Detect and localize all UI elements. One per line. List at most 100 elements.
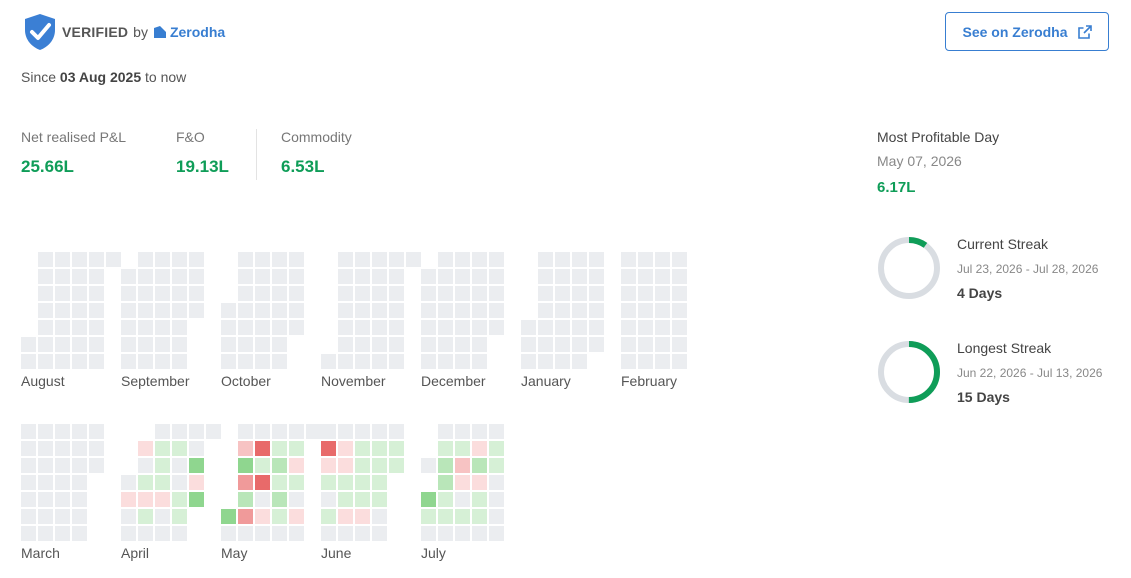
day-cell[interactable] (538, 337, 553, 352)
day-cell[interactable] (238, 337, 253, 352)
day-cell[interactable] (389, 441, 404, 456)
day-cell[interactable] (438, 337, 453, 352)
day-cell[interactable] (489, 492, 504, 507)
day-cell[interactable] (438, 286, 453, 301)
day-cell[interactable] (72, 492, 87, 507)
day-cell[interactable] (589, 269, 604, 284)
day-cell[interactable] (55, 320, 70, 335)
day-cell[interactable] (355, 475, 370, 490)
day-cell[interactable] (455, 424, 470, 439)
day-cell[interactable] (355, 441, 370, 456)
day-cell[interactable] (138, 286, 153, 301)
day-cell[interactable] (489, 526, 504, 541)
day-cell[interactable] (321, 475, 336, 490)
day-cell[interactable] (321, 441, 336, 456)
day-cell[interactable] (72, 526, 87, 541)
day-cell[interactable] (489, 458, 504, 473)
day-cell[interactable] (289, 526, 304, 541)
day-cell[interactable] (555, 320, 570, 335)
broker-name[interactable]: Zerodha (169, 24, 226, 40)
day-cell[interactable] (221, 526, 236, 541)
day-cell[interactable] (455, 337, 470, 352)
day-cell[interactable] (55, 458, 70, 473)
day-cell[interactable] (72, 509, 87, 524)
day-cell[interactable] (538, 320, 553, 335)
day-cell[interactable] (155, 337, 170, 352)
day-cell[interactable] (189, 303, 204, 318)
day-cell[interactable] (238, 252, 253, 267)
day-cell[interactable] (289, 424, 304, 439)
day-cell[interactable] (438, 475, 453, 490)
day-cell[interactable] (338, 509, 353, 524)
day-cell[interactable] (655, 252, 670, 267)
day-cell[interactable] (472, 441, 487, 456)
day-cell[interactable] (489, 475, 504, 490)
day-cell[interactable] (221, 320, 236, 335)
day-cell[interactable] (472, 424, 487, 439)
day-cell[interactable] (355, 320, 370, 335)
day-cell[interactable] (138, 441, 153, 456)
day-cell[interactable] (472, 475, 487, 490)
day-cell[interactable] (438, 458, 453, 473)
day-cell[interactable] (672, 320, 687, 335)
day-cell[interactable] (255, 286, 270, 301)
day-cell[interactable] (255, 320, 270, 335)
day-cell[interactable] (189, 424, 204, 439)
day-cell[interactable] (355, 303, 370, 318)
day-cell[interactable] (538, 303, 553, 318)
day-cell[interactable] (438, 492, 453, 507)
day-cell[interactable] (321, 509, 336, 524)
day-cell[interactable] (638, 337, 653, 352)
day-cell[interactable] (438, 526, 453, 541)
day-cell[interactable] (155, 252, 170, 267)
day-cell[interactable] (355, 269, 370, 284)
day-cell[interactable] (472, 320, 487, 335)
day-cell[interactable] (672, 252, 687, 267)
day-cell[interactable] (155, 458, 170, 473)
day-cell[interactable] (121, 492, 136, 507)
day-cell[interactable] (338, 424, 353, 439)
day-cell[interactable] (55, 509, 70, 524)
day-cell[interactable] (38, 320, 53, 335)
day-cell[interactable] (521, 337, 536, 352)
day-cell[interactable] (655, 354, 670, 369)
day-cell[interactable] (38, 509, 53, 524)
day-cell[interactable] (189, 441, 204, 456)
day-cell[interactable] (89, 424, 104, 439)
day-cell[interactable] (138, 475, 153, 490)
day-cell[interactable] (106, 252, 121, 267)
day-cell[interactable] (372, 286, 387, 301)
day-cell[interactable] (421, 526, 436, 541)
day-cell[interactable] (38, 526, 53, 541)
day-cell[interactable] (155, 441, 170, 456)
day-cell[interactable] (272, 509, 287, 524)
day-cell[interactable] (55, 526, 70, 541)
day-cell[interactable] (121, 475, 136, 490)
day-cell[interactable] (472, 303, 487, 318)
day-cell[interactable] (321, 424, 336, 439)
see-on-zerodha-button[interactable]: See on Zerodha (945, 12, 1109, 51)
day-cell[interactable] (672, 354, 687, 369)
day-cell[interactable] (172, 286, 187, 301)
day-cell[interactable] (138, 526, 153, 541)
day-cell[interactable] (121, 286, 136, 301)
day-cell[interactable] (72, 303, 87, 318)
day-cell[interactable] (21, 492, 36, 507)
day-cell[interactable] (172, 424, 187, 439)
day-cell[interactable] (38, 303, 53, 318)
day-cell[interactable] (489, 424, 504, 439)
day-cell[interactable] (238, 354, 253, 369)
day-cell[interactable] (355, 337, 370, 352)
day-cell[interactable] (572, 337, 587, 352)
day-cell[interactable] (255, 458, 270, 473)
day-cell[interactable] (38, 475, 53, 490)
day-cell[interactable] (21, 441, 36, 456)
day-cell[interactable] (306, 424, 321, 439)
day-cell[interactable] (21, 509, 36, 524)
day-cell[interactable] (621, 269, 636, 284)
day-cell[interactable] (572, 269, 587, 284)
day-cell[interactable] (55, 286, 70, 301)
day-cell[interactable] (155, 509, 170, 524)
day-cell[interactable] (172, 269, 187, 284)
day-cell[interactable] (355, 509, 370, 524)
